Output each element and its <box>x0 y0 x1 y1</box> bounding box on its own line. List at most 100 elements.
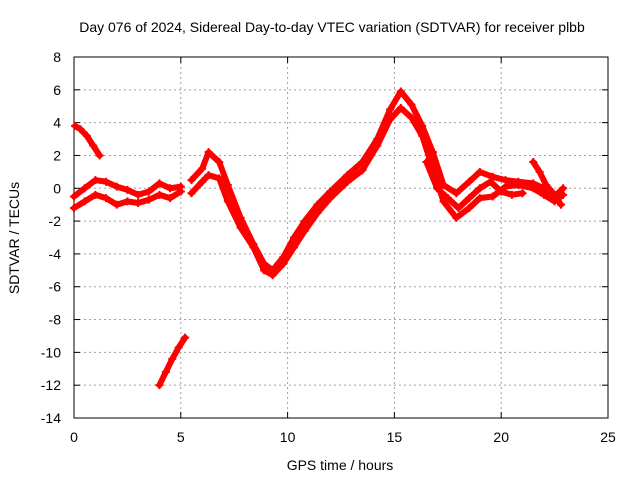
data-point <box>215 158 224 167</box>
data-point <box>155 179 164 188</box>
series-arc-early-high <box>72 122 103 159</box>
data-point <box>300 226 309 235</box>
data-point <box>452 213 461 222</box>
data-point <box>396 87 405 96</box>
data-point <box>198 164 207 173</box>
data-point <box>514 177 523 186</box>
data-point <box>168 354 177 363</box>
data-point <box>465 203 474 212</box>
data-point <box>80 197 89 206</box>
data-point <box>166 184 175 193</box>
y-tick-label: -4 <box>49 246 62 262</box>
data-point <box>518 189 527 198</box>
data-point <box>204 171 213 180</box>
data-point <box>223 180 232 189</box>
data-point <box>176 187 185 196</box>
data-point <box>134 199 143 208</box>
y-tick-label: -10 <box>41 344 61 360</box>
data-point <box>260 259 269 268</box>
y-tick-label: 8 <box>53 49 61 65</box>
data-point <box>313 200 322 209</box>
data-point <box>358 166 367 175</box>
x-tick-label: 20 <box>493 429 509 445</box>
data-point <box>70 192 78 201</box>
data-point <box>557 200 566 209</box>
y-tick-label: -2 <box>49 213 62 229</box>
data-point <box>71 121 80 130</box>
data-point <box>123 197 132 206</box>
data-point <box>407 113 416 122</box>
tick-marks <box>73 56 609 419</box>
data-point <box>76 125 85 134</box>
data-point <box>112 200 121 209</box>
data-point <box>236 213 245 222</box>
data-point <box>422 158 431 167</box>
data-point <box>475 184 484 193</box>
data-point <box>486 177 495 186</box>
data-point <box>198 177 207 186</box>
data-point <box>465 194 474 203</box>
x-axis-label: GPS time / hours <box>287 457 394 473</box>
data-point <box>475 167 484 176</box>
y-axis-label: SDTVAR / TECUs <box>6 182 22 294</box>
data-point <box>452 189 461 198</box>
data-point <box>501 176 510 185</box>
data-point <box>465 177 474 186</box>
y-tick-label: -6 <box>49 279 62 295</box>
data-point <box>439 180 448 189</box>
y-tick-label: -14 <box>41 410 61 426</box>
y-tick-label: 0 <box>53 180 61 196</box>
data-point <box>529 158 538 167</box>
data-point <box>174 343 183 352</box>
x-tick-labels: 0 5 10 15 20 25 <box>70 429 616 445</box>
data-point <box>290 233 299 242</box>
data-point <box>102 177 111 186</box>
x-tick-label: 5 <box>177 429 185 445</box>
data-point <box>488 172 497 181</box>
data-point <box>535 167 544 176</box>
plot-frame <box>73 56 609 419</box>
x-tick-label: 25 <box>600 429 616 445</box>
data-point <box>70 203 78 212</box>
data-point <box>443 194 452 203</box>
data-point <box>542 180 551 189</box>
x-tick-label: 15 <box>387 429 403 445</box>
data-point <box>223 197 232 206</box>
data-point <box>386 105 395 114</box>
data-point <box>123 185 132 194</box>
y-tick-label: 2 <box>53 147 61 163</box>
y-tick-labels: 8 6 4 2 0 -2 -4 -6 -8 -10 -12 -14 <box>41 49 61 426</box>
data-point <box>279 253 288 262</box>
data-point <box>407 100 416 109</box>
data-point <box>80 184 89 193</box>
data-point <box>559 184 568 193</box>
data-point <box>181 333 190 342</box>
data-point <box>507 190 516 199</box>
data-point <box>550 190 559 199</box>
data-point <box>497 187 506 196</box>
data-point <box>268 266 277 275</box>
y-tick-label: -8 <box>49 312 62 328</box>
data-traces <box>70 87 568 390</box>
data-point <box>439 197 448 206</box>
x-tick-label: 0 <box>70 429 78 445</box>
data-point <box>454 203 463 212</box>
data-point <box>488 192 497 201</box>
data-point <box>82 131 91 140</box>
data-point <box>155 381 164 390</box>
data-point <box>475 194 484 203</box>
data-point <box>112 182 121 191</box>
data-point <box>89 141 98 150</box>
data-point <box>204 148 213 157</box>
data-point <box>134 190 143 199</box>
data-point <box>396 103 405 112</box>
data-point <box>215 174 224 183</box>
y-tick-label: -12 <box>41 377 61 393</box>
data-point <box>418 121 427 130</box>
data-point <box>326 187 335 196</box>
x-tick-label: 10 <box>280 429 296 445</box>
data-point <box>187 189 196 198</box>
data-point <box>343 171 352 180</box>
data-point <box>249 240 258 249</box>
